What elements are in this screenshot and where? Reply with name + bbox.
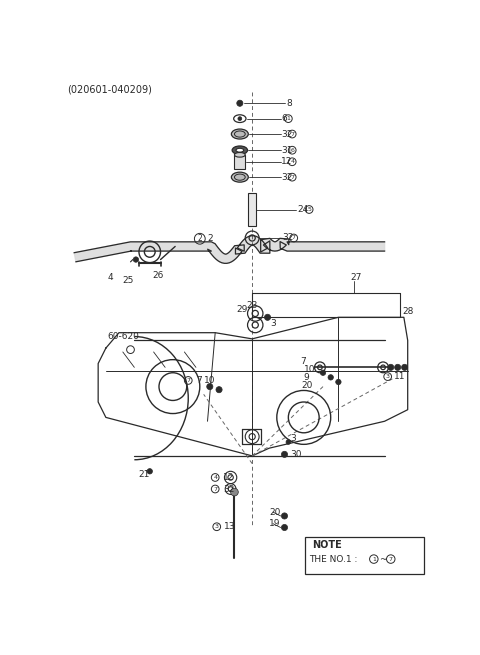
Text: 3: 3 — [271, 319, 276, 328]
Circle shape — [336, 379, 341, 384]
Circle shape — [237, 100, 243, 106]
Text: 32: 32 — [281, 130, 293, 139]
Text: 12: 12 — [281, 157, 293, 166]
Text: 7: 7 — [290, 132, 294, 136]
Text: 4: 4 — [213, 475, 217, 480]
Text: 3: 3 — [290, 434, 296, 443]
Text: 10: 10 — [204, 376, 215, 385]
Circle shape — [133, 257, 139, 262]
Text: 31: 31 — [281, 145, 293, 155]
Circle shape — [281, 513, 288, 519]
Circle shape — [281, 525, 288, 531]
Text: THE NO.1 :: THE NO.1 : — [309, 555, 360, 563]
Text: 32: 32 — [282, 233, 294, 242]
Polygon shape — [74, 236, 384, 263]
Text: 20: 20 — [301, 381, 313, 390]
Circle shape — [207, 384, 213, 390]
Text: 7: 7 — [300, 358, 306, 366]
Circle shape — [230, 488, 238, 496]
Text: 29: 29 — [237, 305, 248, 314]
Text: 60-620: 60-620 — [108, 332, 139, 341]
Text: 6: 6 — [281, 114, 287, 123]
Text: 2: 2 — [207, 234, 213, 243]
Text: 9: 9 — [304, 373, 310, 382]
Text: 13: 13 — [225, 522, 236, 531]
Text: 26: 26 — [152, 271, 163, 280]
Text: (020601-040209): (020601-040209) — [67, 84, 152, 95]
Bar — [248, 193, 256, 227]
Text: NOTE: NOTE — [312, 540, 342, 550]
Text: 4: 4 — [290, 159, 294, 164]
Circle shape — [395, 364, 401, 371]
Circle shape — [388, 364, 394, 371]
Circle shape — [286, 440, 291, 444]
Text: 7: 7 — [290, 175, 294, 179]
Circle shape — [264, 314, 271, 320]
Text: 19: 19 — [269, 519, 281, 528]
Ellipse shape — [234, 153, 245, 157]
Text: 28: 28 — [402, 307, 414, 316]
Bar — [234, 155, 245, 169]
Text: 27: 27 — [350, 272, 361, 282]
Text: 32: 32 — [223, 485, 234, 493]
Text: 23: 23 — [246, 301, 257, 310]
Text: 6: 6 — [290, 148, 294, 153]
Text: 8: 8 — [286, 99, 292, 107]
Text: 10: 10 — [304, 365, 315, 374]
Text: 25: 25 — [123, 276, 134, 285]
Text: 12: 12 — [223, 473, 234, 482]
Text: 7: 7 — [389, 557, 393, 561]
Text: 1: 1 — [372, 557, 376, 561]
Text: 24: 24 — [298, 205, 309, 214]
Text: 7: 7 — [196, 376, 202, 385]
Text: 3: 3 — [386, 374, 390, 379]
Text: 5: 5 — [307, 207, 311, 212]
Text: 2: 2 — [197, 234, 202, 243]
Circle shape — [281, 451, 288, 457]
Circle shape — [238, 117, 242, 121]
Circle shape — [320, 370, 326, 375]
Text: 7: 7 — [186, 378, 190, 383]
Text: 3: 3 — [215, 524, 219, 529]
Text: 7: 7 — [213, 487, 217, 491]
Text: 20: 20 — [269, 508, 280, 517]
Text: 32: 32 — [281, 173, 293, 181]
Circle shape — [328, 375, 334, 380]
Ellipse shape — [232, 146, 248, 155]
Text: 7: 7 — [292, 236, 296, 240]
Text: 30: 30 — [291, 450, 302, 459]
Ellipse shape — [236, 148, 244, 152]
Circle shape — [216, 386, 222, 393]
Circle shape — [402, 364, 408, 371]
Text: 1: 1 — [287, 116, 290, 121]
Text: ~: ~ — [379, 555, 387, 563]
Text: 4: 4 — [108, 272, 113, 282]
Ellipse shape — [231, 129, 248, 139]
Text: 21: 21 — [138, 470, 150, 479]
Text: 11: 11 — [394, 372, 405, 381]
Ellipse shape — [231, 172, 248, 182]
Circle shape — [147, 468, 153, 474]
